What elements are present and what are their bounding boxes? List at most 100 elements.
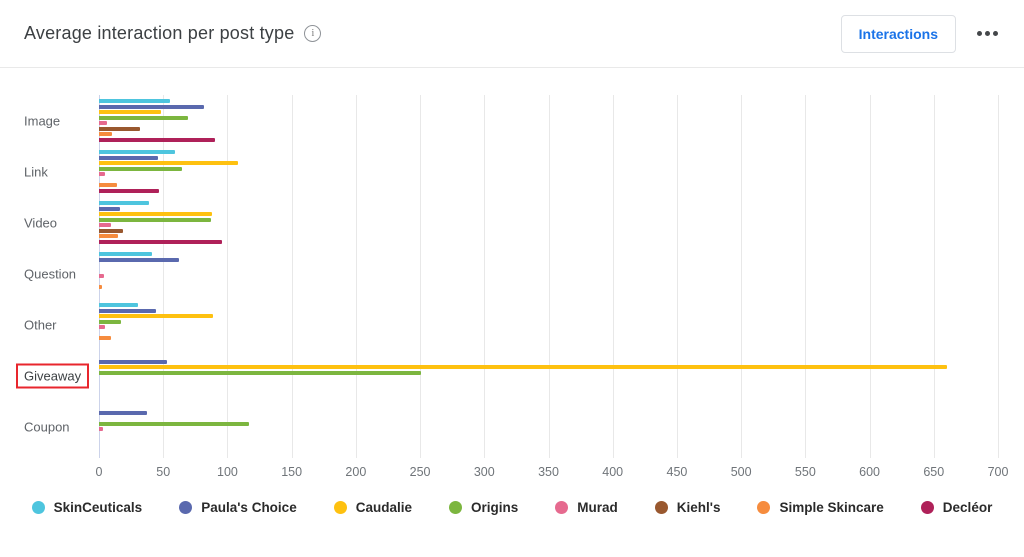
bar-simple-skincare-image[interactable] (99, 132, 112, 137)
x-tick-label: 300 (473, 465, 495, 479)
bar-simple-skincare-question[interactable] (99, 285, 102, 290)
gridline (933, 95, 935, 458)
legend-item-kiehl-s[interactable]: Kiehl's (654, 500, 720, 515)
bar-row (99, 217, 998, 222)
gridline (484, 95, 486, 458)
bar-group-image (99, 95, 998, 146)
x-tick-label: 250 (409, 465, 431, 479)
legend-item-murad[interactable]: Murad (555, 500, 618, 515)
legend-item-paula-s-choice[interactable]: Paula's Choice (179, 500, 297, 515)
bar-paula-s-choice-coupon[interactable] (99, 410, 147, 415)
bar-row (99, 138, 998, 143)
bar-kiehl-s-video[interactable] (99, 228, 124, 233)
bar-paula-s-choice-other[interactable] (99, 308, 156, 313)
header: Average interaction per post type i Inte… (0, 0, 1024, 68)
legend-item-caudalie[interactable]: Caudalie (333, 500, 412, 515)
bar-row (99, 121, 998, 126)
x-tick-label: 600 (859, 465, 880, 479)
bar-murad-question[interactable] (99, 274, 105, 279)
x-tick-label: 350 (538, 465, 559, 479)
legend-label: Decléor (942, 500, 993, 515)
bar-murad-image[interactable] (99, 121, 107, 126)
bar-skinceuticals-question[interactable] (99, 251, 152, 256)
bar-group-video (99, 197, 998, 248)
bar-row (99, 206, 998, 211)
gridline (741, 95, 743, 458)
x-tick-label: 100 (216, 465, 238, 479)
bar-caudalie-video[interactable] (99, 212, 213, 217)
bar-row (99, 382, 998, 386)
bar-skinceuticals-other[interactable] (99, 302, 138, 307)
legend-item-decl-or[interactable]: Decléor (920, 500, 993, 515)
bar-row (99, 354, 998, 358)
bar-simple-skincare-other[interactable] (99, 336, 111, 341)
legend-item-simple-skincare[interactable]: Simple Skincare (757, 500, 884, 515)
bar-row (99, 234, 998, 239)
bar-skinceuticals-video[interactable] (99, 200, 150, 205)
bar-origins-other[interactable] (99, 319, 121, 324)
bar-row (99, 189, 998, 194)
legend: SkinCeuticals Paula's Choice Caudalie Origi… (0, 500, 1024, 515)
bar-row (99, 331, 998, 335)
bar-row (99, 342, 998, 346)
bar-simple-skincare-video[interactable] (99, 234, 119, 239)
bar-murad-video[interactable] (99, 223, 111, 228)
bar-decl-or-video[interactable] (99, 240, 223, 245)
bar-row (99, 166, 998, 171)
bar-paula-s-choice-question[interactable] (99, 257, 179, 262)
bar-origins-coupon[interactable] (99, 421, 250, 426)
gridline (355, 95, 357, 458)
highlighted-category-label-giveaway: Giveaway (16, 363, 90, 388)
x-tick-label: 550 (794, 465, 816, 479)
bar-row (99, 444, 998, 448)
bar-caudalie-image[interactable] (99, 110, 161, 115)
bar-row (99, 110, 998, 115)
bar-paula-s-choice-video[interactable] (99, 206, 120, 211)
bar-row (99, 416, 998, 420)
bar-paula-s-choice-giveaway[interactable] (99, 359, 168, 364)
x-tick-label: 650 (923, 465, 945, 479)
bar-row (99, 319, 998, 324)
bar-murad-coupon[interactable] (99, 427, 103, 432)
bar-caudalie-other[interactable] (99, 314, 214, 319)
bar-origins-giveaway[interactable] (99, 370, 422, 375)
bar-row (99, 126, 998, 131)
bar-paula-s-choice-image[interactable] (99, 104, 205, 109)
category-label-other: Other (24, 317, 57, 332)
bar-row (99, 223, 998, 228)
bar-kiehl-s-image[interactable] (99, 126, 141, 131)
legend-item-origins[interactable]: Origins (448, 500, 518, 515)
gridline (869, 95, 871, 458)
bar-row (99, 132, 998, 137)
bar-skinceuticals-image[interactable] (99, 98, 170, 103)
category-label-video: Video (24, 215, 58, 230)
gridline (420, 95, 422, 458)
x-tick-label: 150 (281, 465, 303, 479)
bar-origins-image[interactable] (99, 115, 188, 120)
legend-dot-skinceuticals (31, 501, 45, 514)
bar-row (99, 200, 998, 205)
bar-row (99, 104, 998, 109)
bar-decl-or-image[interactable] (99, 138, 215, 143)
bar-row (99, 291, 998, 295)
legend-dot-decl-or (920, 501, 934, 514)
legend-label: Murad (577, 500, 618, 515)
bar-murad-link[interactable] (99, 172, 106, 177)
bar-caudalie-giveaway[interactable] (99, 365, 947, 370)
bar-origins-link[interactable] (99, 166, 183, 171)
bar-simple-skincare-link[interactable] (99, 183, 117, 188)
ellipsis-menu-icon[interactable] (975, 27, 1000, 40)
gridline (998, 95, 999, 458)
legend-item-skinceuticals[interactable]: SkinCeuticals (31, 500, 142, 515)
gridline (548, 95, 550, 458)
interactions-button[interactable]: Interactions (840, 14, 956, 53)
bar-skinceuticals-link[interactable] (99, 149, 175, 154)
info-icon[interactable]: i (304, 25, 322, 42)
bar-murad-other[interactable] (99, 325, 106, 330)
bar-decl-or-link[interactable] (99, 189, 160, 194)
bar-caudalie-link[interactable] (99, 161, 238, 166)
chart-title: Average interaction per post type (24, 23, 295, 43)
bar-paula-s-choice-link[interactable] (99, 155, 159, 160)
legend-label: Paula's Choice (201, 500, 297, 515)
bar-origins-video[interactable] (99, 217, 211, 222)
